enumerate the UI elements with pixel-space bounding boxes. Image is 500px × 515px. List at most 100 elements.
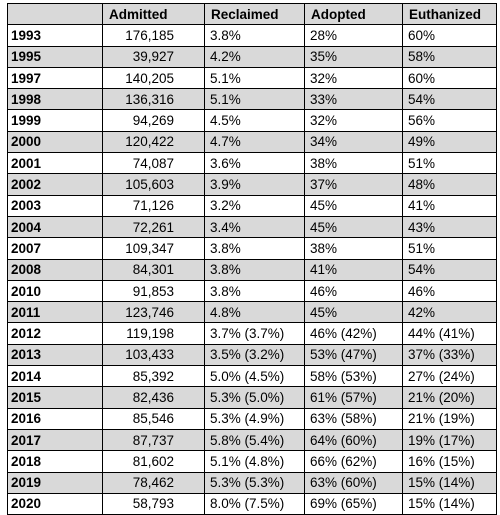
cell-year: 2001 — [7, 152, 103, 175]
cell-adopted: 63% (60%) — [304, 471, 403, 494]
cell-reclaimed: 5.1% — [204, 88, 305, 111]
cell-admitted: 74,087 — [102, 152, 205, 175]
cell-admitted: 71,126 — [102, 194, 205, 217]
table-row: 2016 85,546 5.3% (4.9%) 63% (58%) 21% (19%) — [7, 407, 497, 430]
cell-year: 2002 — [7, 173, 103, 196]
cell-reclaimed: 3.6% — [204, 152, 305, 175]
cell-year: 2013 — [7, 343, 103, 367]
cell-year: 2012 — [7, 322, 103, 345]
table-row: 1993 176,185 3.8% 28% 60% — [7, 24, 497, 47]
cell-reclaimed: 5.3% (5.3%) — [204, 471, 305, 494]
cell-admitted: 78,462 — [102, 471, 205, 494]
cell-adopted: 63% (58%) — [304, 407, 403, 430]
cell-reclaimed: 4.8% — [204, 301, 305, 324]
cell-euthanized: 42% — [402, 301, 497, 324]
header-reclaimed: Reclaimed — [204, 2, 305, 26]
cell-reclaimed: 3.5% (3.2%) — [204, 343, 305, 367]
cell-admitted: 136,316 — [102, 88, 205, 111]
cell-admitted: 91,853 — [102, 279, 205, 303]
cell-euthanized: 15% (14%) — [402, 471, 497, 494]
cell-reclaimed: 8.0% (7.5%) — [204, 492, 305, 515]
cell-adopted: 34% — [304, 130, 403, 154]
cell-year: 2003 — [7, 194, 103, 217]
cell-admitted: 105,603 — [102, 173, 205, 196]
cell-admitted: 176,185 — [102, 24, 205, 47]
cell-year: 2017 — [7, 428, 103, 452]
cell-admitted: 123,746 — [102, 301, 205, 324]
table-row: 2019 78,462 5.3% (5.3%) 63% (60%) 15% (14%) — [7, 471, 497, 494]
cell-adopted: 37% — [304, 173, 403, 196]
cell-year: 1998 — [7, 88, 103, 111]
table-row: 2015 82,436 5.3% (5.0%) 61% (57%) 21% (20%) — [7, 386, 497, 409]
cell-euthanized: 46% — [402, 279, 497, 303]
cell-reclaimed: 3.9% — [204, 173, 305, 196]
cell-reclaimed: 4.7% — [204, 130, 305, 154]
table-row: 1997 140,205 5.1% 32% 60% — [7, 66, 497, 90]
header-euthanized: Euthanized — [402, 2, 497, 26]
table-row: 2008 84,301 3.8% 41% 54% — [7, 258, 497, 281]
cell-reclaimed: 3.8% — [204, 24, 305, 47]
table-row: 2001 74,087 3.6% 38% 51% — [7, 152, 497, 175]
cell-euthanized: 60% — [402, 66, 497, 90]
cell-adopted: 45% — [304, 301, 403, 324]
cell-year: 2014 — [7, 365, 103, 388]
table-row: 2018 81,602 5.1% (4.8%) 66% (62%) 16% (15%) — [7, 450, 497, 473]
cell-year: 2019 — [7, 471, 103, 494]
table-row: 2012 119,198 3.7% (3.7%) 46% (42%) 44% (41%) — [7, 322, 497, 345]
cell-adopted: 61% (57%) — [304, 386, 403, 409]
cell-reclaimed: 5.3% (5.0%) — [204, 386, 305, 409]
cell-year: 2018 — [7, 450, 103, 473]
cell-euthanized: 51% — [402, 237, 497, 260]
cell-reclaimed: 5.0% (4.5%) — [204, 365, 305, 388]
cell-adopted: 35% — [304, 45, 403, 68]
cell-year: 1995 — [7, 45, 103, 68]
cell-admitted: 85,392 — [102, 365, 205, 388]
cell-reclaimed: 5.3% (4.9%) — [204, 407, 305, 430]
cell-euthanized: 19% (17%) — [402, 428, 497, 452]
cell-adopted: 38% — [304, 152, 403, 175]
cell-reclaimed: 5.8% (5.4%) — [204, 428, 305, 452]
cell-year: 2007 — [7, 237, 103, 260]
cell-adopted: 45% — [304, 194, 403, 217]
cell-year: 1997 — [7, 66, 103, 90]
table-row: 2000 120,422 4.7% 34% 49% — [7, 130, 497, 154]
cell-year: 2020 — [7, 492, 103, 515]
cell-adopted: 28% — [304, 24, 403, 47]
cell-euthanized: 49% — [402, 130, 497, 154]
table-row: 1998 136,316 5.1% 33% 54% — [7, 88, 497, 111]
table-row: 2004 72,261 3.4% 45% 43% — [7, 215, 497, 239]
table-row: 2010 91,853 3.8% 46% 46% — [7, 279, 497, 303]
cell-adopted: 64% (60%) — [304, 428, 403, 452]
cell-euthanized: 60% — [402, 24, 497, 47]
header-row: Admitted Reclaimed Adopted Euthanized — [7, 2, 497, 26]
table-row: 2020 58,793 8.0% (7.5%) 69% (65%) 15% (14%) — [7, 492, 497, 515]
cell-euthanized: 15% (14%) — [402, 492, 497, 515]
cell-reclaimed: 3.8% — [204, 237, 305, 260]
cell-year: 1999 — [7, 109, 103, 132]
cell-adopted: 45% — [304, 215, 403, 239]
cell-admitted: 84,301 — [102, 258, 205, 281]
shelter-statistics-table: Admitted Reclaimed Adopted Euthanized 19… — [7, 2, 497, 515]
cell-year: 2011 — [7, 301, 103, 324]
cell-reclaimed: 4.5% — [204, 109, 305, 132]
cell-year: 2016 — [7, 407, 103, 430]
cell-adopted: 46% (42%) — [304, 322, 403, 345]
cell-reclaimed: 3.7% (3.7%) — [204, 322, 305, 345]
header-year — [7, 2, 103, 26]
table-body: 1993 176,185 3.8% 28% 60% 1995 39,927 4.2% 35% 5… — [7, 24, 497, 515]
cell-adopted: 32% — [304, 66, 403, 90]
cell-euthanized: 37% (33%) — [402, 343, 497, 367]
cell-euthanized: 16% (15%) — [402, 450, 497, 473]
cell-euthanized: 27% (24%) — [402, 365, 497, 388]
cell-euthanized: 21% (20%) — [402, 386, 497, 409]
cell-euthanized: 54% — [402, 88, 497, 111]
header-admitted: Admitted — [102, 2, 205, 26]
cell-euthanized: 21% (19%) — [402, 407, 497, 430]
table-row: 1995 39,927 4.2% 35% 58% — [7, 45, 497, 68]
cell-euthanized: 51% — [402, 152, 497, 175]
cell-admitted: 94,269 — [102, 109, 205, 132]
table-row: 2002 105,603 3.9% 37% 48% — [7, 173, 497, 196]
cell-euthanized: 41% — [402, 194, 497, 217]
cell-year: 2004 — [7, 215, 103, 239]
cell-year: 1993 — [7, 24, 103, 47]
